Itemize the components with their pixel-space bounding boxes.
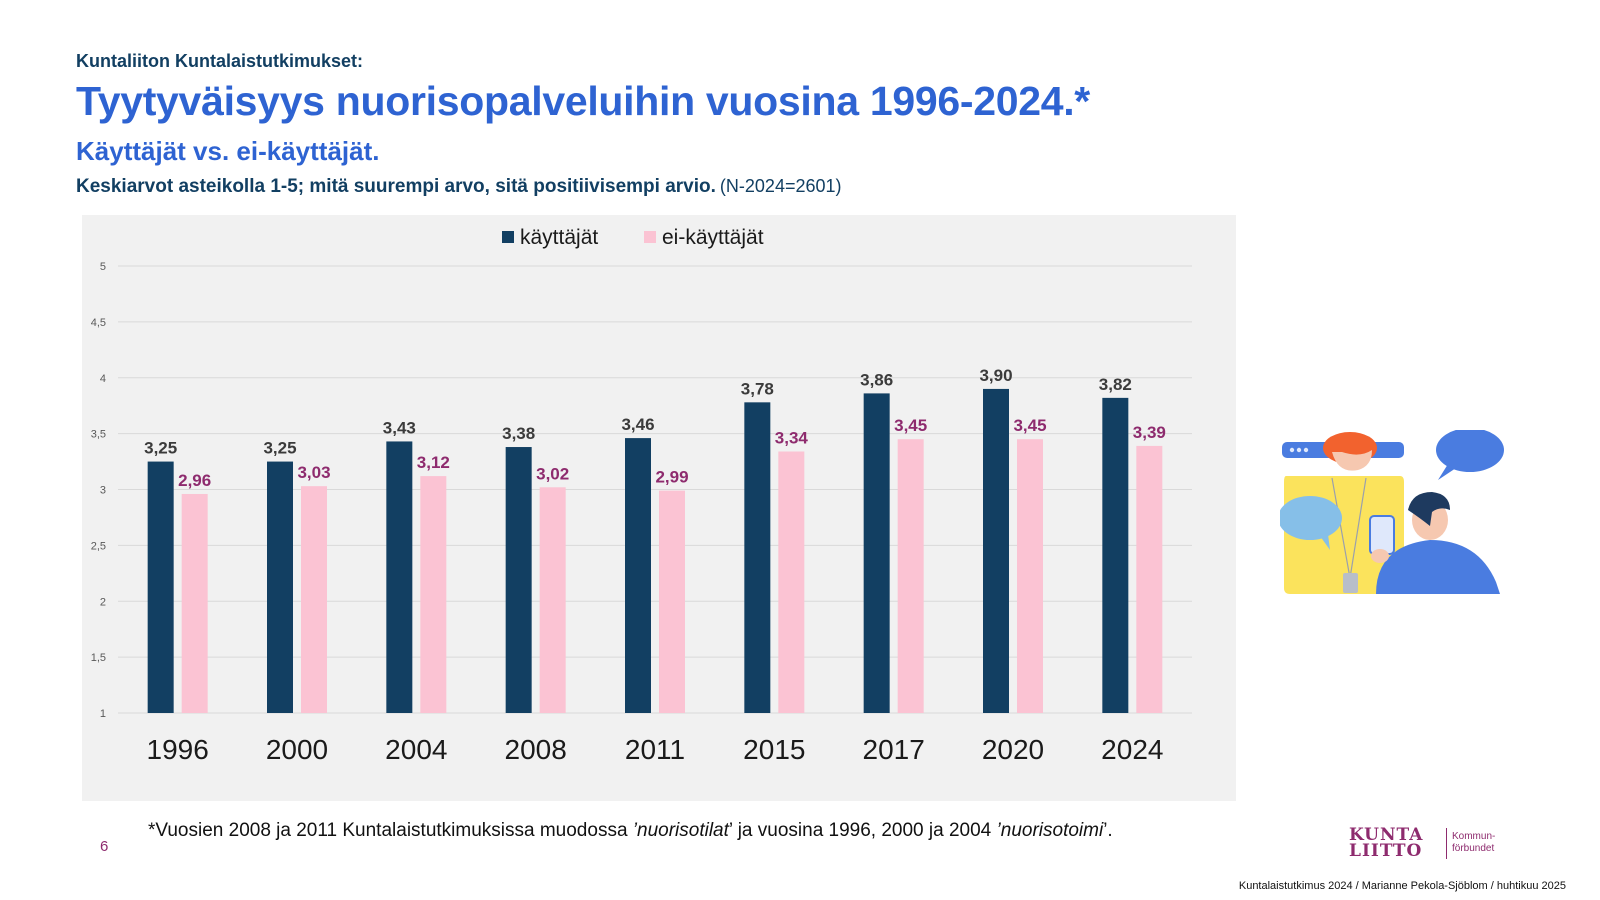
description-text: Keskiarvot asteikolla 1-5; mitä suurempi… <box>76 176 716 197</box>
footnote: *Vuosien 2008 ja 2011 Kuntalaistutkimuks… <box>148 820 1113 842</box>
sample-size: (N-2024=2601) <box>719 176 842 196</box>
bar-ei-kayttajat <box>539 487 566 713</box>
bar-ei-kayttajat <box>301 486 327 713</box>
data-label: 3,43 <box>383 418 416 437</box>
logo-line-1: KUNTA <box>1349 825 1424 845</box>
bar-ei-kayttajat <box>1136 445 1163 713</box>
data-label: 2,99 <box>655 468 688 487</box>
legend-swatch-1 <box>502 231 514 243</box>
footnote-text-3: ’. <box>1103 820 1113 841</box>
chart-area: 1 1,5 2 2,5 3 3,5 4 4,5 5 käyttäjät ei-käyttäjät 3,… <box>82 215 1236 801</box>
bar-kayttajat <box>505 447 532 713</box>
logo-divider <box>1446 828 1447 859</box>
page-title: Tyytyväisyys nuorisopalveluihin vuosina … <box>76 78 1090 124</box>
x-tick-label: 2017 <box>863 734 925 765</box>
data-label: 3,03 <box>297 463 330 482</box>
x-tick-label: 2024 <box>1101 734 1163 765</box>
bar-ei-kayttajat <box>659 490 685 713</box>
y-tick-label: 1,5 <box>91 652 106 664</box>
chart-description: Keskiarvot asteikolla 1-5; mitä suurempi… <box>76 176 842 198</box>
logo-side-line-2: förbundet <box>1452 843 1495 854</box>
data-label: 3,82 <box>1099 375 1132 394</box>
data-label: 3,46 <box>621 415 654 434</box>
bar-kayttajat <box>863 393 890 713</box>
logo-side-line-1: Kommun- <box>1452 831 1496 842</box>
bar-kayttajat <box>386 441 413 713</box>
bar-kayttajat <box>744 402 771 713</box>
data-label: 3,45 <box>894 416 927 435</box>
bar-kayttajat <box>1102 397 1129 713</box>
y-tick-label: 2 <box>100 596 106 608</box>
legend-label-1: käyttäjät <box>520 226 598 249</box>
bar-kayttajat <box>267 461 293 713</box>
y-tick-label: 2,5 <box>91 540 106 552</box>
bar-chart: 1 1,5 2 2,5 3 3,5 4 4,5 5 käyttäjät ei-käyttäjät 3,… <box>91 226 1192 765</box>
data-label: 3,39 <box>1133 423 1166 442</box>
bar-ei-kayttajat <box>1017 439 1043 713</box>
bar-kayttajat <box>147 461 174 713</box>
bar-kayttajat <box>983 388 1009 713</box>
credit-line: Kuntalaistutkimus 2024 / Marianne Pekola… <box>1238 880 1566 892</box>
page-subtitle: Käyttäjät vs. ei-käyttäjät. <box>76 136 380 166</box>
page-number: 6 <box>100 838 109 855</box>
data-label: 3,45 <box>1013 416 1046 435</box>
y-tick-label: 3,5 <box>91 429 106 441</box>
legend-label-2: ei-käyttäjät <box>662 226 764 249</box>
footnote-text-1: *Vuosien 2008 ja 2011 Kuntalaistutkimuks… <box>148 820 633 841</box>
data-label: 3,12 <box>417 453 450 472</box>
x-tick-label: 2011 <box>625 734 685 765</box>
data-label: 3,34 <box>775 429 809 448</box>
x-tick-label: 2015 <box>743 734 805 765</box>
data-label: 3,90 <box>979 366 1012 385</box>
data-label: 3,25 <box>144 439 177 458</box>
bar-ei-kayttajat <box>420 476 447 713</box>
data-label: 3,38 <box>502 424 535 443</box>
y-tick-label: 3 <box>100 485 106 497</box>
footnote-text-2: ’ ja vuosina 1996, 2000 ja 2004 <box>728 820 997 841</box>
bar-kayttajat <box>625 438 651 713</box>
data-label: 3,02 <box>536 464 569 483</box>
y-tick-label: 4 <box>100 373 106 385</box>
kuntaliitto-logo: KUNTA LIITTO Kommun- förbundet <box>1349 827 1519 861</box>
x-tick-label: 2000 <box>266 734 328 765</box>
x-tick-label: 2020 <box>982 734 1044 765</box>
chat-illustration <box>1280 430 1504 594</box>
data-label: 3,78 <box>741 379 774 398</box>
footnote-term-2: ’nuorisotoimi <box>996 820 1104 841</box>
bar-ei-kayttajat <box>897 439 924 713</box>
x-tick-label: 2004 <box>385 734 447 765</box>
logo-line-2: LIITTO <box>1349 841 1423 861</box>
data-label: 3,86 <box>860 370 893 389</box>
y-tick-label: 4,5 <box>91 317 106 329</box>
logo-side-text: Kommun- förbundet <box>1452 831 1495 855</box>
y-tick-label: 5 <box>100 261 106 273</box>
y-tick-label: 1 <box>100 708 106 720</box>
logo-wordmark: KUNTA LIITTO <box>1349 825 1424 861</box>
kicker: Kuntaliiton Kuntalaistutkimukset: <box>76 51 364 71</box>
data-label: 2,96 <box>178 471 211 490</box>
bar-ei-kayttajat <box>181 493 208 713</box>
bar-ei-kayttajat <box>778 451 805 713</box>
x-tick-label: 2008 <box>505 734 567 765</box>
data-label: 3,25 <box>263 439 296 458</box>
legend-swatch-2 <box>644 231 656 243</box>
x-tick-label: 1996 <box>147 734 209 765</box>
footnote-term-1: ’nuorisotilat <box>632 820 729 841</box>
